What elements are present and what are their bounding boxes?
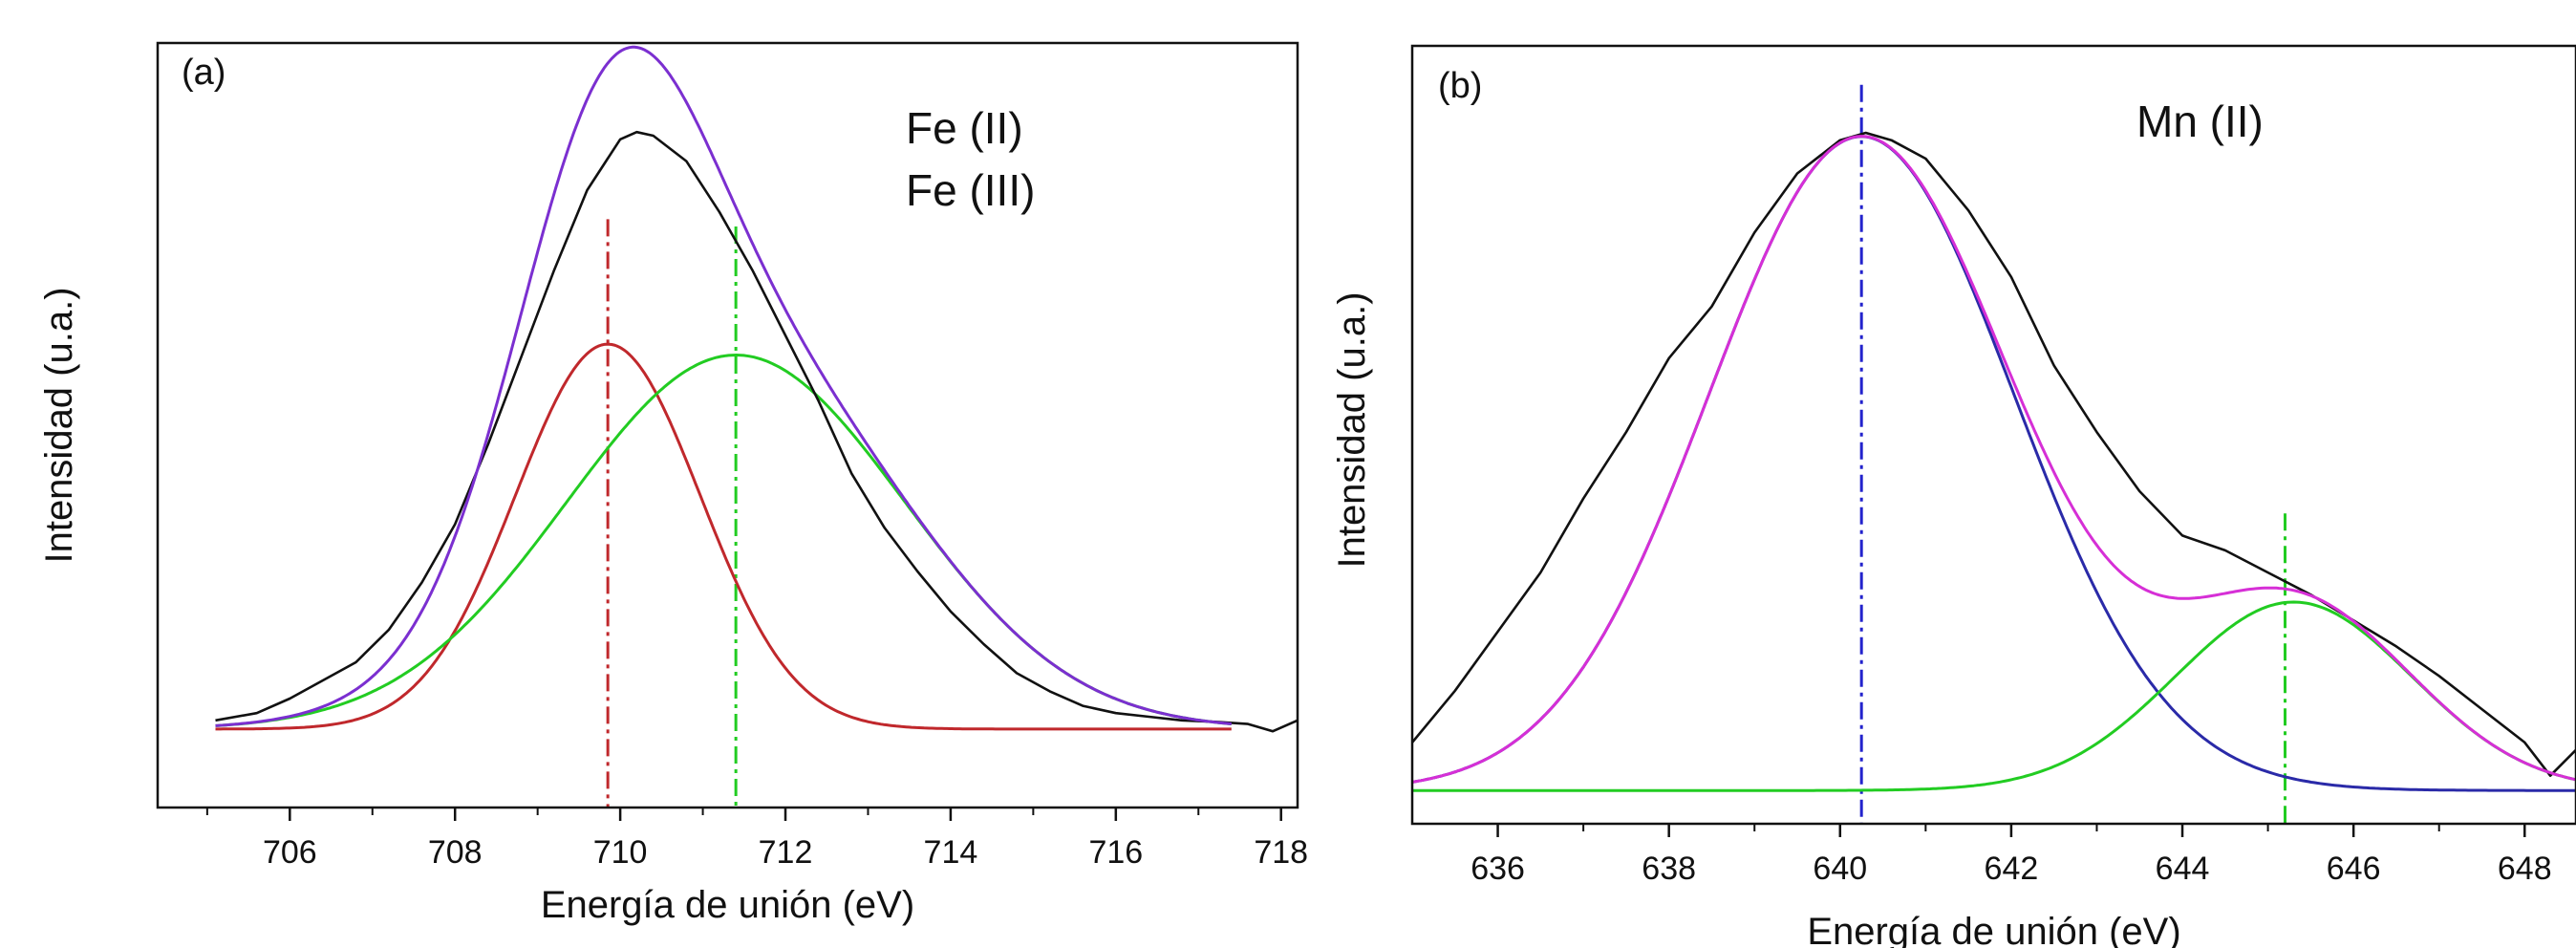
plot-area: [215, 45, 1298, 808]
x-tick-label: 638: [1642, 851, 1696, 887]
x-tick-label: 712: [759, 834, 813, 871]
series-line-gauss-2: [1412, 600, 2576, 792]
x-tick-label: 708: [428, 834, 483, 871]
y-axis-label: Intensidad (u.a.): [1331, 291, 1373, 568]
x-tick-label: 706: [263, 834, 317, 871]
plot-frame: [1410, 44, 2576, 826]
panel-label: (b): [1438, 66, 1482, 106]
panel-label: (a): [182, 53, 225, 93]
x-tick-label: 642: [1985, 851, 2039, 887]
x-tick-label: 646: [2327, 851, 2381, 887]
y-axis-label: Intensidad (u.a.): [38, 287, 80, 563]
panel-b: 636 638 640 642 644 646 648 Energía de unión (e…: [1331, 44, 2576, 948]
x-tick-label: 644: [2156, 851, 2210, 887]
series-line-sum-4: [1412, 135, 2576, 784]
series-line-gauss-1: [1412, 135, 2576, 792]
plot-area: [1412, 84, 2576, 824]
series-line-raw-3: [1412, 131, 2576, 777]
series-line-gauss-2: [215, 354, 1232, 727]
series-line-gauss-1: [215, 342, 1232, 731]
x-tick-label: 714: [924, 834, 978, 871]
x-tick-label: 636: [1470, 851, 1525, 887]
species-annotation-1: Mn (II): [2136, 97, 2264, 146]
x-tick-label: 648: [2498, 851, 2552, 887]
x-axis-label: Energía de unión (eV): [541, 884, 914, 926]
x-tick-label: 640: [1813, 851, 1867, 887]
x-tick-label: 716: [1088, 834, 1143, 871]
series-line-raw-3: [215, 130, 1298, 733]
x-tick-label: 710: [593, 834, 648, 871]
species-annotation-1: Fe (II): [906, 103, 1023, 153]
panel-a: 706 708 710 712 714 716 718 Energía de unión (e…: [38, 41, 1308, 926]
x-axis-label: Energía de unión (eV): [1807, 911, 2180, 948]
x-tick-label: 718: [1254, 834, 1308, 871]
species-annotation-2: Fe (III): [906, 165, 1035, 215]
series-line-sum-4: [215, 45, 1232, 727]
plot-frame: [156, 41, 1299, 809]
